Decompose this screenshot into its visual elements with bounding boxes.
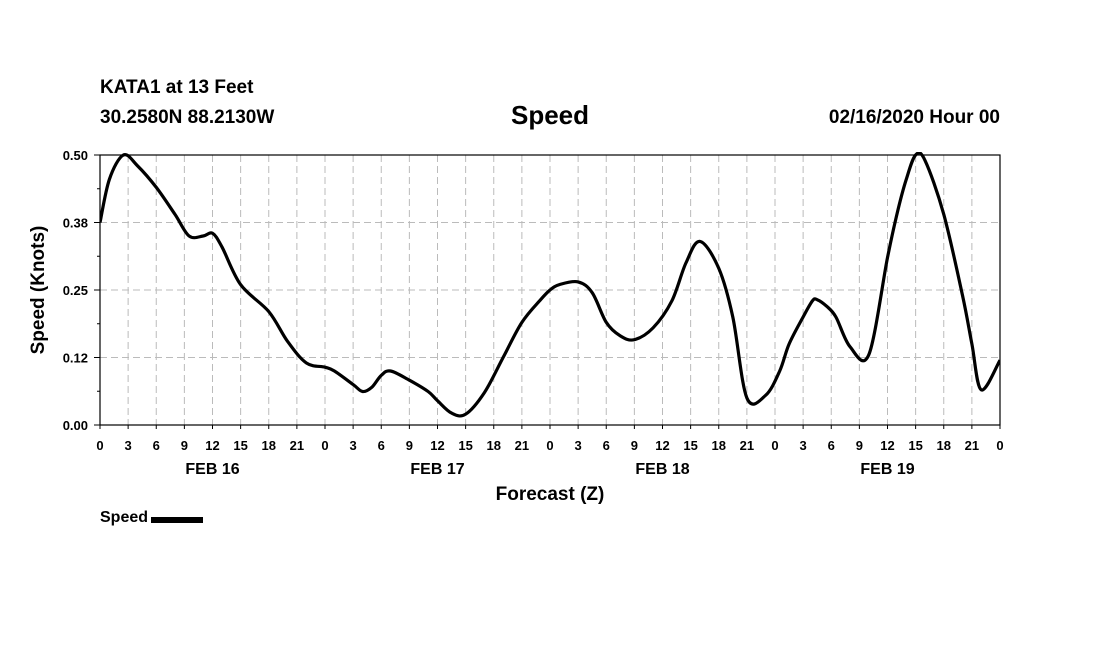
x-tick-label: 9 [181,438,188,453]
station-coordinates: 30.2580N 88.2130W [100,107,275,128]
x-tick-label: 3 [575,438,582,453]
x-tick-label: 6 [153,438,160,453]
x-tick-label: 0 [996,438,1003,453]
grid [100,155,1000,425]
y-tick-label: 0.38 [63,216,88,231]
forecast-time: 02/16/2020 Hour 00 [828,107,1000,128]
x-tick-label: 0 [96,438,103,453]
day-label: FEB 17 [410,461,464,478]
day-label: FEB 18 [635,461,689,478]
x-tick-label: 21 [290,438,304,453]
x-tick-label: 12 [880,438,894,453]
chart-title: Speed [510,100,590,130]
y-tick-label: 0.25 [63,283,88,298]
x-tick-label: 3 [350,438,357,453]
x-tick-label: 12 [655,438,669,453]
x-tick-label: 21 [740,438,754,453]
x-tick-label: 18 [262,438,276,453]
x-tick-label: 3 [125,438,132,453]
y-tick-label: 0.12 [63,351,88,366]
x-tick-label: 9 [856,438,863,453]
x-tick-label: 12 [205,438,219,453]
legend: Speed [100,509,204,527]
x-tick-label: 21 [965,438,979,453]
series-layer [100,152,1000,418]
x-tick-label: 6 [603,438,610,453]
legend-label: Speed [100,509,149,526]
x-tick-label: 0 [546,438,553,453]
y-axis-label: Speed (Knots) [28,226,49,355]
x-tick-label: 12 [430,438,444,453]
x-tick-label: 15 [458,438,472,453]
day-label: FEB 16 [185,461,239,478]
speed-series-line [100,152,1000,418]
plot-frame [99,154,1001,426]
x-tick-label: 15 [908,438,922,453]
day-label: FEB 19 [860,461,914,478]
x-axis-label: Forecast (Z) [496,484,605,505]
x-tick-label: 21 [515,438,529,453]
x-tick-label: 9 [406,438,413,453]
x-tick-label: 0 [321,438,328,453]
x-tick-label: 6 [378,438,385,453]
y-tick-label: 0.00 [63,418,88,433]
x-tick-label: 18 [937,438,951,453]
axes: 0.00 0.12 0.25 0.38 0.50 0 3 6 9 12 15 18 21 0 3 6 9 12 15… [63,148,1004,478]
x-tick-label: 18 [487,438,501,453]
x-tick-label: 3 [800,438,807,453]
x-tick-label: 18 [712,438,726,453]
x-tick-label: 15 [233,438,247,453]
station-name: KATA1 at 13 Feet [100,77,254,98]
legend-swatch [151,517,204,523]
x-tick-label: 9 [631,438,638,453]
x-tick-label: 0 [771,438,778,453]
x-tick-label: 15 [683,438,697,453]
y-tick-label: 0.50 [63,148,88,163]
x-tick-label: 6 [828,438,835,453]
